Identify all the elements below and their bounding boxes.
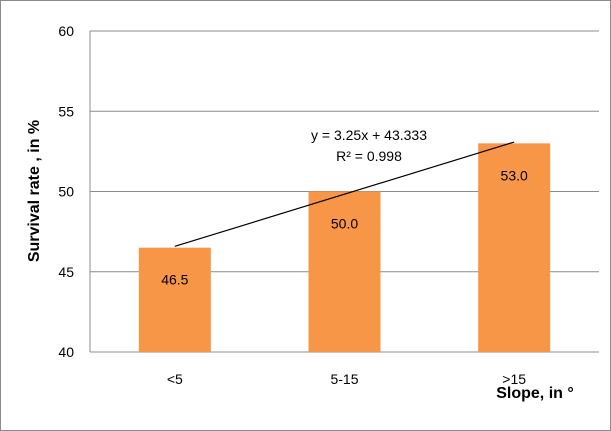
x-tick-label: <5: [167, 371, 183, 387]
data-label: 46.5: [161, 272, 188, 288]
bar: [138, 247, 211, 352]
y-tick-label: 60: [58, 23, 74, 39]
x-tick-label: >15: [502, 371, 526, 387]
x-axis-title: Slope, in °: [496, 385, 574, 402]
bar: [478, 143, 551, 352]
y-tick-label: 50: [58, 184, 74, 200]
bars: 46.5 50.0 53.0: [138, 143, 551, 352]
data-label: 53.0: [501, 167, 528, 183]
x-tick-labels: <5 5-15 >15: [167, 371, 526, 387]
y-tick-label: 40: [58, 344, 74, 360]
x-tick-label: 5-15: [330, 371, 358, 387]
trendline-equation: y = 3.25x + 43.333: [311, 127, 427, 143]
trendline-group: [174, 141, 515, 247]
y-tick-label: 55: [58, 103, 74, 119]
y-tick-labels: 40 45 50 55 60: [58, 23, 74, 360]
bar: [308, 191, 381, 352]
data-label: 50.0: [331, 216, 358, 232]
trendline-r-squared: R² = 0.998: [336, 148, 402, 164]
y-tick-label: 45: [58, 264, 74, 280]
y-axis-title: Survival rate , in %: [26, 120, 43, 262]
trendline: [174, 141, 515, 247]
